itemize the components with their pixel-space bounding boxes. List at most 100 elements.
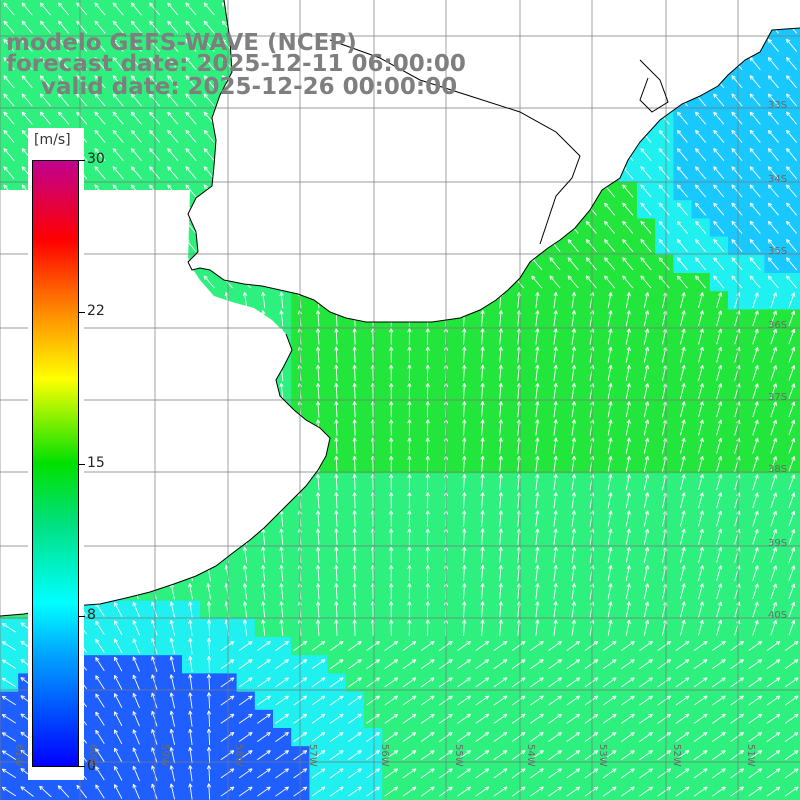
wind-cell [418, 709, 438, 729]
latitude-label: 38S [768, 464, 788, 475]
wind-cell [0, 782, 19, 800]
wind-cell [564, 582, 583, 602]
wind-cell [491, 673, 511, 693]
wind-cell [764, 400, 784, 420]
wind-cell [564, 655, 583, 674]
colorbar-tick-mark [79, 464, 85, 465]
wind-cell [709, 564, 729, 583]
longitude-label: 52W [671, 744, 682, 767]
wind-cell [546, 564, 565, 583]
wind-cell [382, 673, 401, 693]
wind-cell [746, 455, 765, 474]
wind-cell [327, 709, 347, 729]
wind-cell [782, 54, 800, 74]
wind-cell [564, 436, 583, 456]
wind-cell [728, 709, 747, 729]
wind-cell [637, 637, 656, 656]
wind-cell [600, 546, 620, 565]
wind-cell [764, 527, 784, 547]
wind-cell [709, 400, 729, 420]
wind-cell [564, 691, 583, 711]
wind-cell [418, 764, 438, 784]
wind-cell [546, 491, 565, 511]
wind-cell [455, 637, 474, 656]
wind-cell [327, 728, 347, 747]
longitude-label: 59W [159, 744, 170, 767]
wind-cell [236, 637, 256, 656]
wind-cell [564, 509, 583, 529]
wind-cell [527, 764, 547, 784]
wind-cell [673, 600, 693, 620]
wind-cell [673, 473, 693, 492]
wind-cell [691, 637, 711, 656]
wind-cell [546, 436, 565, 456]
wind-cell [400, 764, 420, 784]
wind-cell [673, 673, 693, 693]
longitude-label: 57W [307, 744, 318, 767]
wind-cell [618, 600, 638, 620]
wind-cell [691, 436, 711, 456]
wind-cell [564, 309, 583, 329]
wind-cell [600, 345, 620, 365]
wind-cell [709, 364, 729, 383]
wind-cell [618, 527, 638, 547]
wind-cell [473, 709, 492, 729]
wind-cell [236, 709, 256, 729]
wind-cell [618, 291, 638, 310]
longitude-label: 55W [453, 744, 464, 767]
wind-cell [254, 764, 274, 784]
wind-cell [637, 655, 656, 674]
wind-cell [673, 637, 693, 656]
wind-cell [364, 655, 383, 674]
wind-cell [273, 637, 292, 656]
wind-cell [600, 655, 620, 674]
wind-cell [709, 709, 729, 729]
wind-cell [746, 618, 765, 638]
wind-cell [600, 364, 620, 383]
wind-cell [637, 345, 656, 365]
wind-cell [382, 655, 401, 674]
wind-cell [564, 764, 583, 784]
wind-cell [564, 618, 583, 638]
wind-cell [473, 655, 492, 674]
wind-cell [728, 436, 747, 456]
wind-cell [728, 473, 747, 492]
wind-cell [746, 436, 765, 456]
wind-cell [309, 691, 329, 711]
wind-cell [618, 582, 638, 602]
wind-cell [491, 764, 511, 784]
wind-cell [127, 782, 147, 800]
wind-cell [382, 637, 401, 656]
wind-cell [291, 691, 310, 711]
wind-cell [546, 691, 565, 711]
wind-cell [600, 637, 620, 656]
wind-cell [418, 673, 438, 693]
wind-cell [327, 655, 347, 674]
wind-cell [637, 436, 656, 456]
wind-cell [764, 673, 784, 693]
wind-cell [564, 637, 583, 656]
wind-cell [309, 673, 329, 693]
wind-cell [691, 382, 711, 401]
wind-cell [764, 582, 784, 602]
wind-cell [691, 364, 711, 383]
wind-cell [618, 455, 638, 474]
wind-cell [764, 327, 784, 347]
wind-cell [764, 691, 784, 711]
wind-cell [655, 709, 674, 729]
wind-cell [655, 491, 674, 511]
wind-cell [36, 782, 56, 800]
wind-cell [691, 327, 711, 347]
wind-cell [637, 564, 656, 583]
wind-cell [691, 600, 711, 620]
wind-cell [728, 309, 747, 329]
wind-cell [546, 327, 565, 347]
wind-cell [527, 637, 547, 656]
wind-cell [691, 527, 711, 547]
wind-cell [564, 382, 583, 401]
wind-cell [673, 691, 693, 711]
wind-cell [655, 600, 674, 620]
wind-cell [509, 691, 529, 711]
wind-cell [546, 345, 565, 365]
wind-cell [782, 127, 800, 147]
